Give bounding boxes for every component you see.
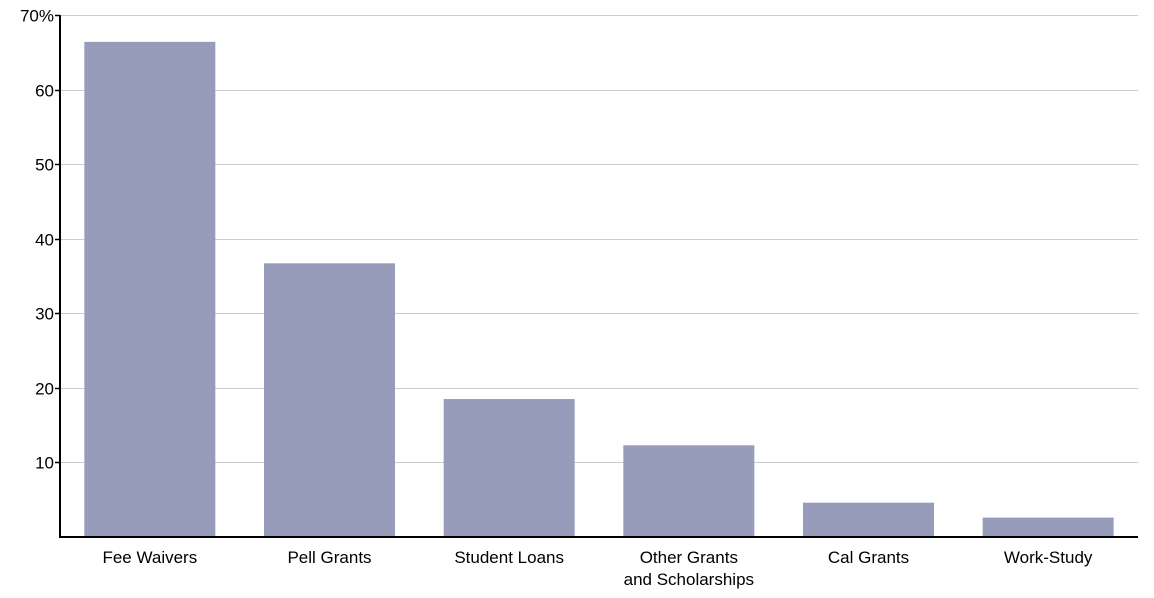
y-tick-label: 60 <box>35 82 54 101</box>
x-tick-label: Cal Grants <box>828 548 909 567</box>
x-tick-label-line: Student Loans <box>454 548 564 567</box>
bar <box>803 502 934 537</box>
bar <box>264 263 395 537</box>
x-tick-label: Work-Study <box>1004 548 1093 567</box>
y-tick-label: 10 <box>35 454 54 473</box>
bar <box>84 41 216 538</box>
bar <box>443 399 575 537</box>
bars <box>84 41 1114 538</box>
y-tick-label: 30 <box>35 305 54 324</box>
grid-lines <box>60 15 1138 463</box>
bar <box>982 517 1114 537</box>
x-tick-label: Pell Grants <box>287 548 371 567</box>
x-tick-labels: Fee Waivers Pell Grants Student Loans Other… <box>102 548 1092 589</box>
x-tick-label-line: Other Grants <box>640 548 738 567</box>
y-tick-label: 70% <box>20 7 54 26</box>
x-tick-label: Other Grants and Scholarships <box>624 548 754 589</box>
x-tick-label: Fee Waivers <box>102 548 197 567</box>
x-tick-label-line: Pell Grants <box>287 548 371 567</box>
x-tick-label-line: Fee Waivers <box>102 548 197 567</box>
y-tick-label: 50 <box>35 156 54 175</box>
x-tick-label: Student Loans <box>454 548 564 567</box>
x-tick-label-line: Cal Grants <box>828 548 909 567</box>
y-tick-label: 40 <box>35 231 54 250</box>
x-tick-label-line: and Scholarships <box>624 570 754 589</box>
y-tick-label: 20 <box>35 380 54 399</box>
axes <box>55 14 1138 538</box>
x-tick-label-line: Work-Study <box>1004 548 1093 567</box>
bar <box>623 445 755 537</box>
y-tick-labels: 10 20 30 40 50 60 70% <box>20 7 54 473</box>
